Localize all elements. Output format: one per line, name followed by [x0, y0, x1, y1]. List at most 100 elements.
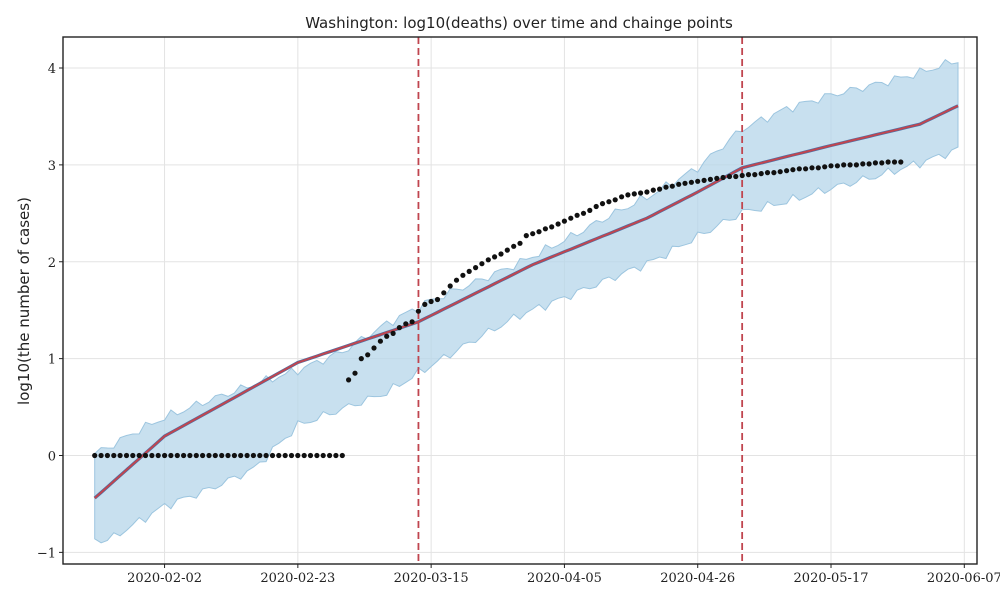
observed-point	[796, 166, 802, 172]
observed-point	[809, 165, 815, 171]
y-tick-label: 0	[48, 450, 56, 465]
fit-line-path	[94, 104, 959, 499]
observed-point	[111, 452, 117, 459]
observed-point	[257, 452, 263, 459]
observed-point	[136, 452, 142, 459]
observed-point	[644, 189, 650, 195]
observed-point	[92, 452, 98, 459]
observed-point	[834, 163, 841, 169]
observed-point	[625, 192, 631, 198]
observed-point	[187, 452, 193, 459]
observed-point	[98, 452, 104, 459]
observed-point	[276, 452, 282, 459]
observed-point	[777, 169, 783, 175]
observed-point	[822, 164, 828, 170]
observed-point	[371, 345, 377, 351]
observed-point	[695, 178, 701, 184]
observed-point	[384, 333, 390, 339]
observed-point	[301, 452, 307, 459]
observed-point	[219, 452, 225, 459]
observed-point	[701, 177, 707, 183]
observed-point	[415, 308, 421, 314]
observed-point	[847, 162, 853, 168]
observed-point	[346, 377, 352, 383]
y-tick-label: 1	[48, 353, 56, 368]
observed-point	[638, 190, 644, 196]
observed-point	[885, 159, 891, 165]
observed-point	[561, 218, 568, 224]
x-tick-label: 2020-02-02	[127, 571, 202, 586]
observed-point	[428, 298, 434, 305]
observed-point	[168, 452, 174, 459]
confidence-band-area	[94, 59, 959, 544]
observed-point	[517, 240, 523, 246]
observed-point	[498, 251, 504, 257]
observed-point	[422, 301, 428, 307]
observed-point	[593, 203, 599, 210]
observed-point	[181, 452, 187, 459]
observed-point	[669, 183, 675, 189]
observed-point	[866, 161, 872, 167]
observed-point	[574, 212, 580, 218]
observed-point	[549, 224, 555, 230]
observed-point	[898, 159, 904, 165]
observed-point	[403, 321, 409, 327]
y-tick-label: −1	[37, 546, 56, 561]
fit-line	[93, 104, 959, 500]
observed-point	[853, 162, 860, 168]
observed-point	[244, 452, 250, 459]
observed-point	[745, 172, 752, 178]
observed-point	[460, 272, 466, 278]
observed-point	[511, 243, 517, 249]
observed-point	[612, 197, 618, 203]
observed-point	[676, 181, 682, 187]
observed-point	[492, 254, 498, 260]
observed-point	[580, 210, 587, 216]
confidence-band	[94, 59, 959, 544]
chart-title: Washington: log10(deaths) over time and …	[305, 14, 733, 32]
x-tick-label: 2020-05-17	[794, 571, 869, 586]
observed-point	[288, 452, 295, 459]
observed-point	[174, 452, 180, 459]
observed-point	[726, 173, 733, 180]
observed-point	[663, 184, 669, 190]
observed-point	[790, 167, 796, 173]
observed-point	[193, 452, 199, 459]
observed-point	[263, 452, 269, 459]
observed-point	[225, 452, 231, 459]
observed-point	[587, 207, 593, 213]
observed-point	[599, 201, 606, 207]
observed-point	[682, 180, 688, 186]
observed-point	[339, 452, 345, 459]
y-axis-label: log10(the number of cases)	[15, 197, 33, 405]
observed-point	[149, 452, 155, 459]
observed-point	[752, 172, 758, 178]
observed-point	[123, 452, 130, 459]
observed-point	[365, 352, 371, 358]
x-tick-label: 2020-03-15	[394, 571, 469, 586]
x-tick-label: 2020-04-05	[527, 571, 602, 586]
observed-point	[764, 170, 771, 176]
observed-point	[409, 319, 415, 325]
observed-point	[828, 163, 834, 169]
observed-point	[530, 231, 536, 237]
observed-point	[841, 162, 847, 168]
observed-point	[117, 452, 123, 459]
observed-point	[104, 452, 110, 459]
observed-point	[307, 452, 314, 459]
observed-point	[352, 370, 358, 376]
observed-point	[733, 173, 739, 180]
observed-point	[872, 160, 879, 166]
x-tick-label: 2020-02-23	[260, 571, 335, 586]
observed-point	[714, 175, 720, 181]
observed-point	[320, 452, 326, 459]
observed-point	[295, 452, 301, 459]
observed-point	[707, 176, 714, 182]
observed-point	[631, 191, 637, 197]
observed-point	[485, 257, 491, 263]
observed-point	[434, 296, 441, 303]
observed-point	[396, 325, 402, 331]
observed-point	[142, 452, 149, 459]
observed-point	[879, 160, 885, 166]
